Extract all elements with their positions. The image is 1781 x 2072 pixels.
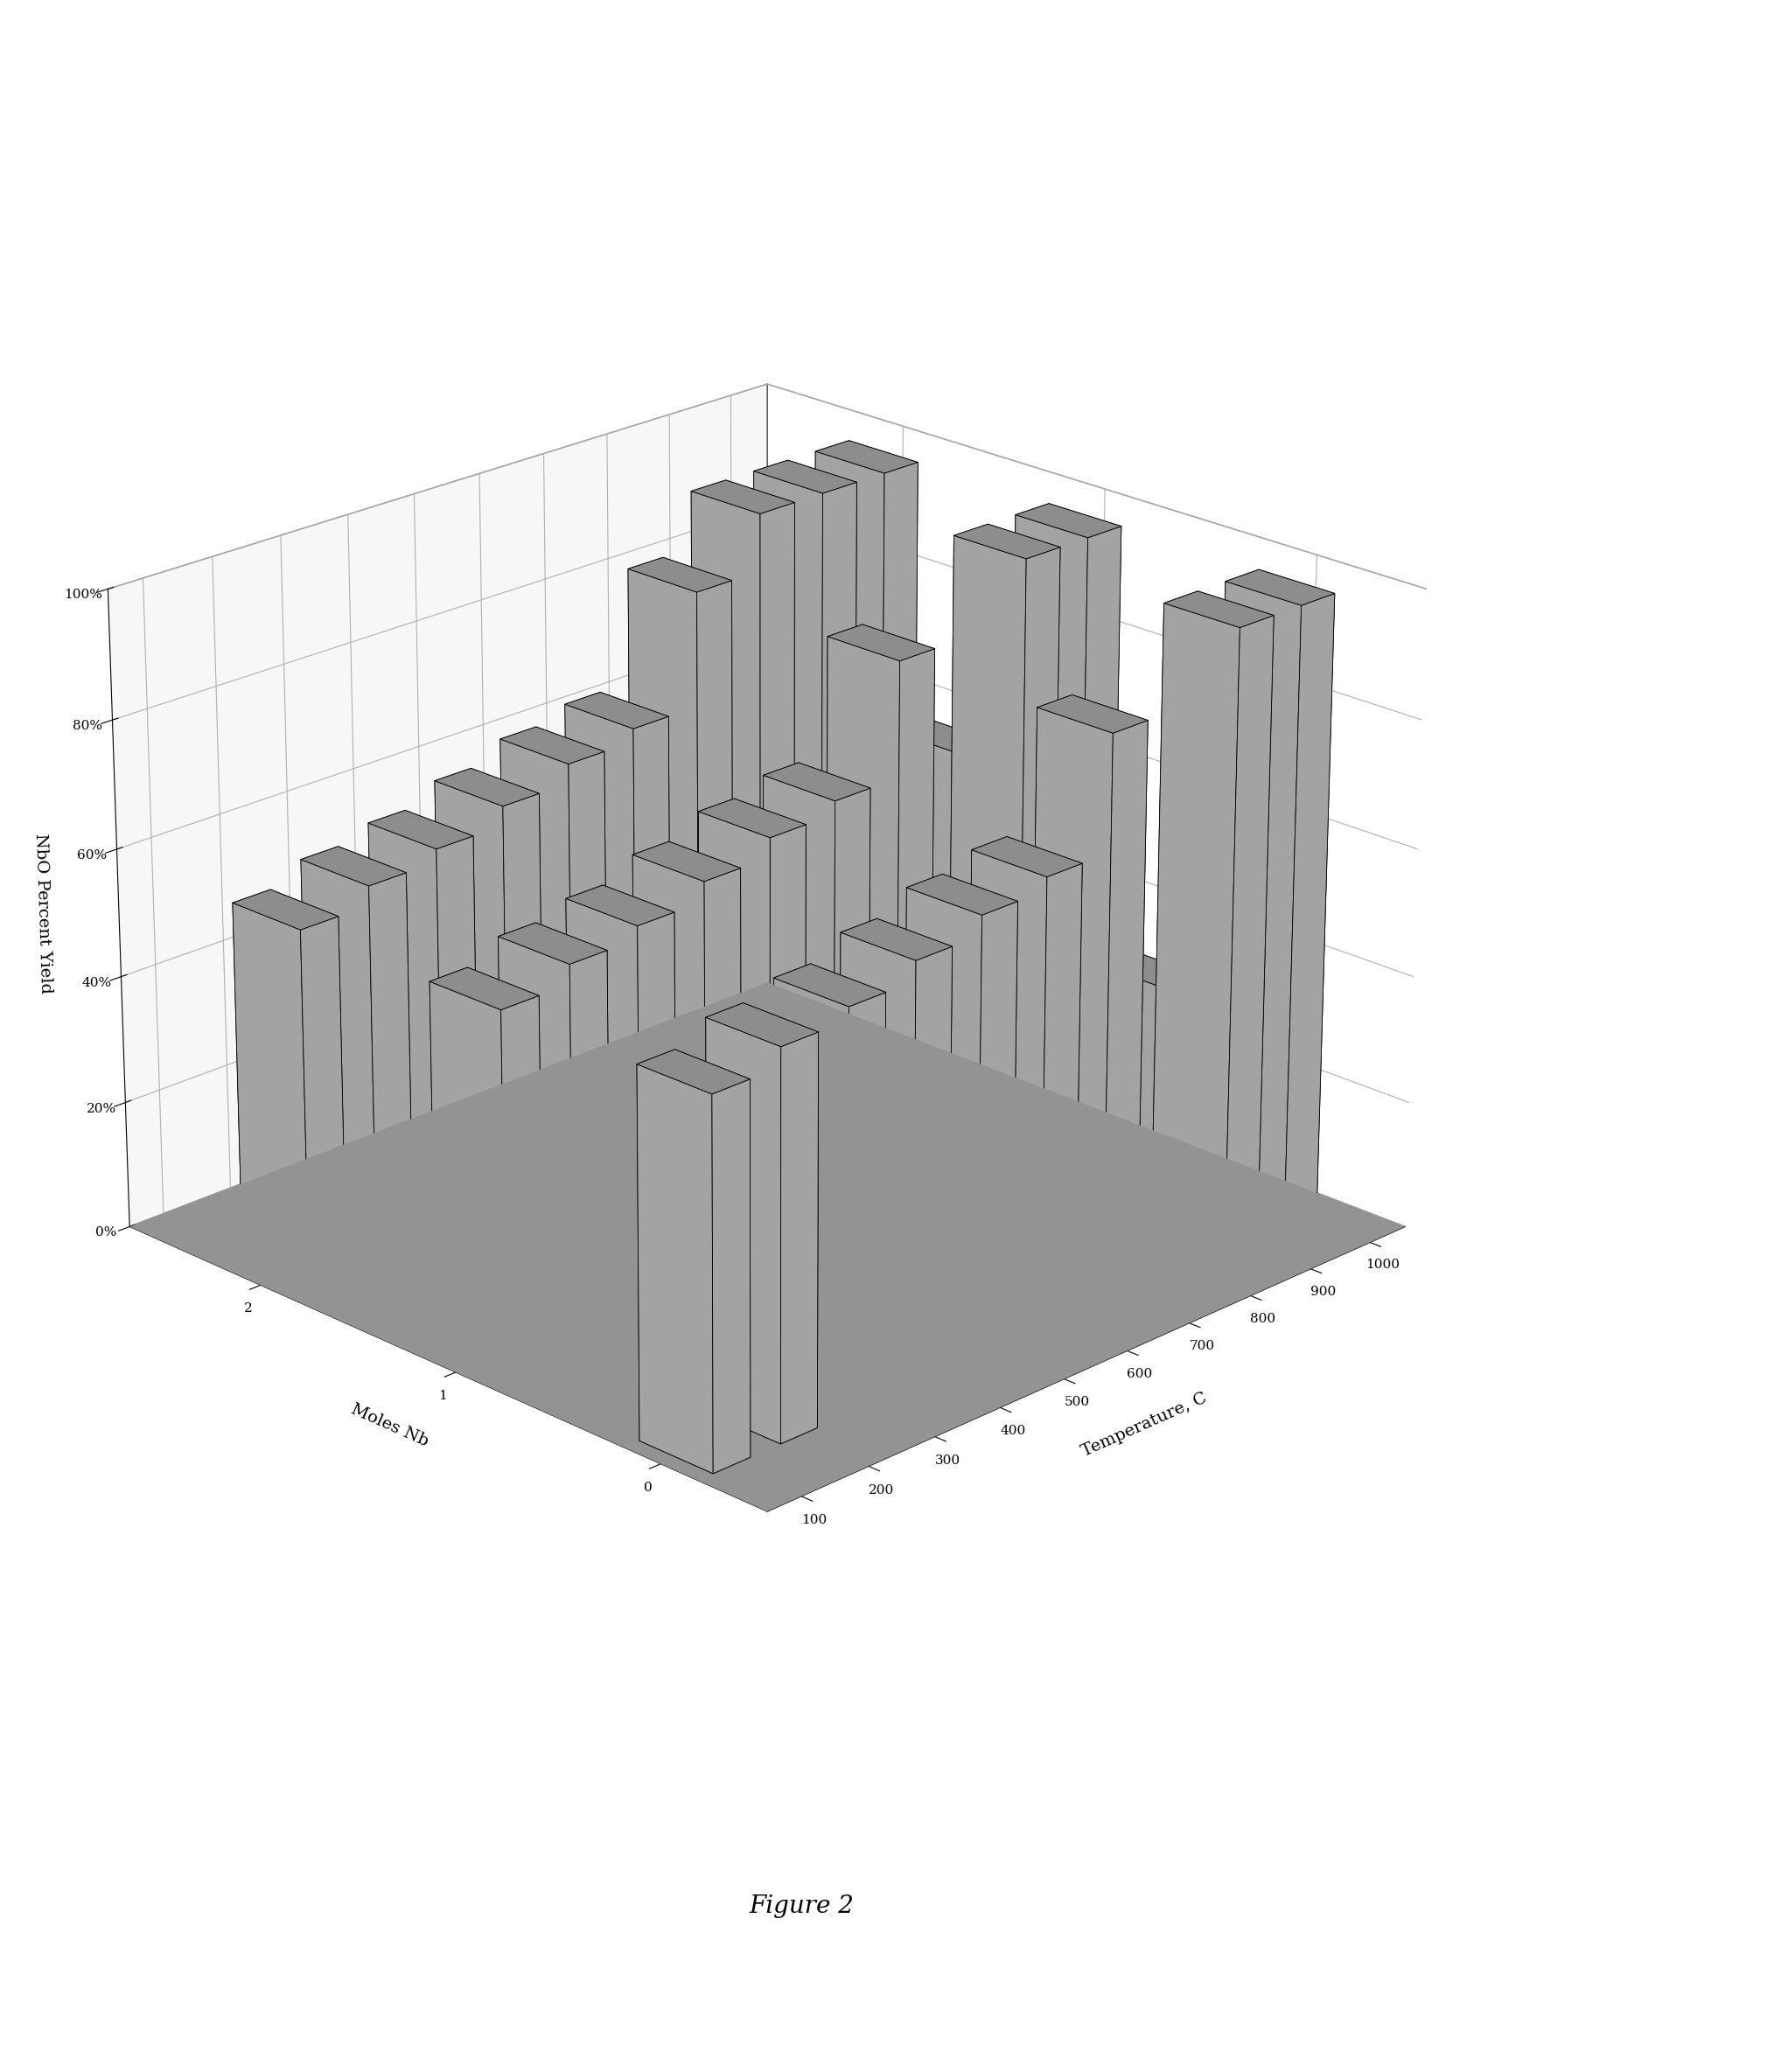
X-axis label: Temperature, C: Temperature, C [1079,1390,1209,1461]
Text: Figure 2: Figure 2 [750,1894,853,1919]
Y-axis label: Moles Nb: Moles Nb [349,1401,431,1450]
